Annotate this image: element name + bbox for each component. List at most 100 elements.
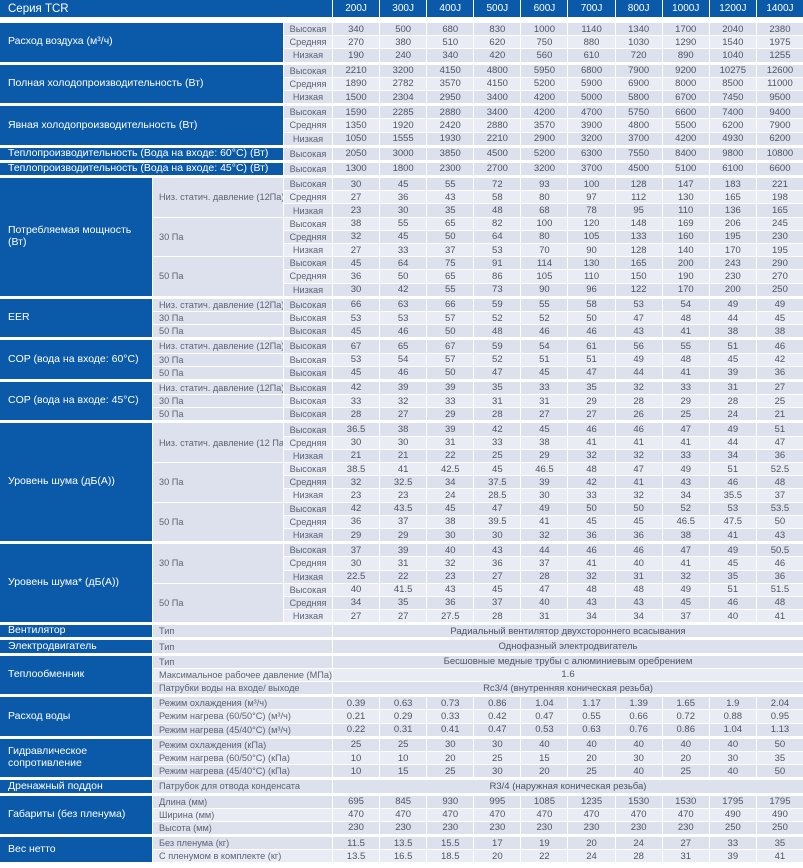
spec-value-cell: 2285 (380, 106, 427, 119)
spec-value-cell: 190 (333, 49, 380, 62)
pressure-sublabel: 50 Па (153, 502, 283, 542)
spec-value-cell: 6100 (709, 162, 756, 176)
spec-value-cell: 2880 (427, 106, 474, 119)
spec-value-cell: 65 (427, 217, 474, 230)
fan-speed-label: Высокая (284, 298, 332, 311)
spec-value-cell: 68 (521, 204, 568, 217)
spec-section: COP (вода на входе: 45°C) Низ. статич. да… (0, 381, 803, 421)
pressure-sublabel: 30 Па (153, 463, 283, 502)
spec-section: Дренажный поддон Патрубок для отвода конд… (0, 780, 803, 793)
spec-value-cell: 29 (333, 528, 380, 542)
spec-value-cell: 250 (709, 821, 756, 835)
spec-value-cell: 1795 (709, 795, 756, 808)
spec-param-label: Патрубок для отвода конденсата (153, 780, 332, 793)
spec-value-cell: 36 (568, 528, 615, 542)
spec-value-cell: 52 (662, 502, 709, 515)
spec-value-cell: 35 (756, 837, 803, 850)
spec-value-cell: 4930 (709, 132, 756, 145)
spec-value-cell: 27.5 (427, 610, 474, 623)
spec-value-cell: 9200 (662, 64, 709, 77)
spec-value-cell: 680 (427, 23, 474, 36)
spec-value-cell: 41 (568, 557, 615, 570)
spec-value-cell: 4150 (427, 64, 474, 77)
spec-value-cell: 22 (380, 570, 427, 583)
spec-value-cell: 230 (709, 270, 756, 283)
spec-value-cell: 230 (333, 821, 380, 835)
spec-param-label: Режим нагрева (45/40°C) (м³/ч) (153, 723, 332, 736)
spec-value-cell: 470 (568, 808, 615, 821)
spec-value-cell: 34 (709, 449, 756, 462)
spec-value-cell: 24 (568, 850, 615, 863)
spec-value-cell: 1500 (333, 90, 380, 104)
spec-value-cell: 100 (568, 178, 615, 191)
spec-value-cell: 97 (568, 191, 615, 204)
spec-value-cell: 32 (427, 557, 474, 570)
spec-value-cell: 31 (615, 570, 662, 583)
spec-value-cell: 1795 (756, 795, 803, 808)
fan-speed-label: Высокая (284, 325, 332, 338)
spec-value-cell: 3570 (521, 119, 568, 132)
spec-value-cell: 45 (709, 557, 756, 570)
spec-value-cell: 44 (709, 436, 756, 449)
spec-value-cell: 40 (709, 738, 756, 751)
spec-value-cell: 35 (474, 381, 521, 395)
spec-value-cell: 33 (521, 381, 568, 395)
spec-value-cell: 48 (474, 325, 521, 338)
spec-value-cell: 39 (427, 423, 474, 436)
spec-value-cell: 25 (474, 751, 521, 765)
spec-value-cell: 45 (380, 230, 427, 243)
spec-value-cell: 0.88 (709, 710, 756, 723)
fan-speed-label: Средняя (284, 191, 332, 204)
spec-value-cell: 490 (709, 808, 756, 821)
spec-value-cell: 53 (709, 502, 756, 515)
spec-value-cell: 63 (380, 298, 427, 311)
spec-value-cell: 39 (709, 366, 756, 379)
spec-value-cell: 2950 (427, 90, 474, 104)
spec-value-cell: 48 (756, 476, 803, 489)
spec-value-cell: 230 (662, 821, 709, 835)
spec-value-cell: 46 (615, 423, 662, 436)
spec-value-cell: 50 (615, 502, 662, 515)
spec-value-cell: 130 (662, 191, 709, 204)
spec-value-cell: 35 (709, 570, 756, 583)
spec-value-cell: 27 (333, 610, 380, 623)
spec-value-cell: 47 (474, 502, 521, 515)
spec-value-cell: 52 (474, 311, 521, 325)
fan-speed-label: Высокая (284, 64, 332, 77)
spec-value-cell: 2380 (756, 23, 803, 36)
spec-value-cell: 37 (474, 596, 521, 610)
spec-value-cell: 33 (568, 489, 615, 502)
model-header-cell: 200J (333, 0, 380, 17)
spec-value-span: 1.6 (333, 668, 803, 681)
spec-value-cell: 43 (615, 325, 662, 338)
spec-value-cell: 470 (333, 808, 380, 821)
spec-value-cell: 230 (380, 821, 427, 835)
spec-value-cell: 51 (568, 353, 615, 366)
spec-value-cell: 45 (333, 325, 380, 338)
spec-value-cell: 43 (474, 544, 521, 557)
spec-value-cell: 490 (756, 808, 803, 821)
fan-speed-label: Высокая (284, 408, 332, 421)
spec-value-cell: 150 (615, 270, 662, 283)
spec-value-cell: 36 (333, 515, 380, 528)
spec-value-cell: 0.47 (521, 710, 568, 723)
spec-value-cell: 1050 (333, 132, 380, 145)
spec-value-cell: 750 (521, 36, 568, 49)
spec-value-cell: 13.5 (380, 837, 427, 850)
spec-value-cell: 29 (427, 408, 474, 421)
pressure-sublabel: 30 Па (153, 395, 283, 408)
spec-value-cell: 4700 (568, 106, 615, 119)
fan-speed-label: Средняя (284, 119, 332, 132)
spec-value-cell: 32 (568, 449, 615, 462)
spec-value-cell: 510 (427, 36, 474, 49)
spec-value-cell: 46 (709, 476, 756, 489)
spec-value-cell: 41 (756, 610, 803, 623)
spec-value-cell: 37 (521, 557, 568, 570)
spec-value-cell: 43 (662, 476, 709, 489)
spec-value-cell: 4800 (474, 64, 521, 77)
spec-value-cell: 3400 (474, 90, 521, 104)
spec-value-cell: 610 (568, 49, 615, 62)
spec-value-cell: 41.5 (380, 583, 427, 596)
spec-value-cell: 1235 (568, 795, 615, 808)
spec-value-cell: 230 (615, 821, 662, 835)
